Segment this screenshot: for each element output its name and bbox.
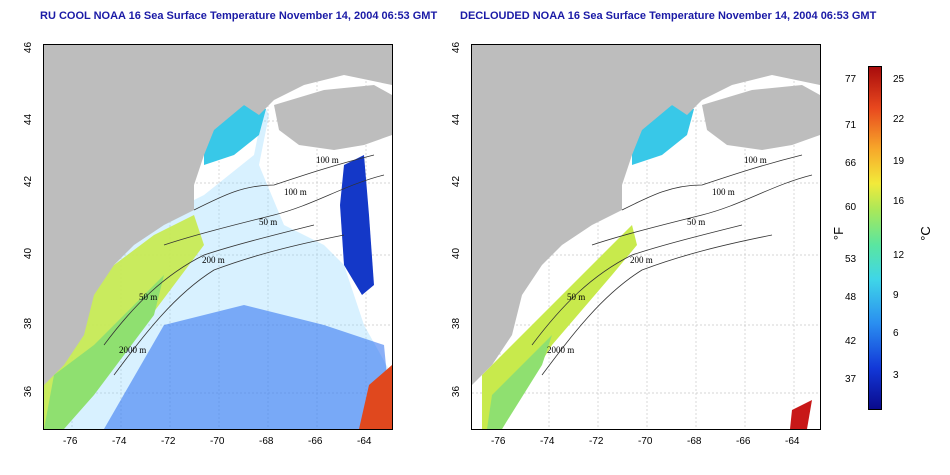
left-map-title: RU COOL NOAA 16 Sea Surface Temperature … bbox=[40, 10, 438, 22]
celsius-tick-label: 9 bbox=[893, 290, 899, 301]
celsius-tick-label: 16 bbox=[893, 196, 905, 207]
contour-label: 100 m bbox=[744, 155, 767, 165]
latitude-tick-label: 40 bbox=[451, 247, 463, 260]
contour-label: 50 m bbox=[567, 292, 585, 302]
celsius-tick-label: 22 bbox=[893, 114, 905, 125]
longitude-tick-label: -68 bbox=[259, 436, 274, 447]
latitude-tick-label: 40 bbox=[23, 247, 35, 260]
celsius-tick-label: 12 bbox=[893, 250, 905, 261]
latitude-tick-label: 46 bbox=[451, 41, 463, 54]
latitude-tick-label: 42 bbox=[451, 175, 463, 188]
fahrenheit-tick-label: 53 bbox=[845, 254, 857, 265]
celsius-unit-label: °C bbox=[917, 226, 933, 241]
fahrenheit-tick-label: 48 bbox=[845, 292, 857, 303]
celsius-tick-label: 25 bbox=[893, 74, 905, 85]
latitude-tick-label: 38 bbox=[451, 317, 463, 330]
celsius-tick-label: 6 bbox=[893, 328, 899, 339]
contour-label: 2000 m bbox=[119, 345, 146, 355]
fahrenheit-tick-label: 77 bbox=[845, 74, 857, 85]
longitude-tick-label: -68 bbox=[687, 436, 702, 447]
contour-label: 50 m bbox=[259, 217, 277, 227]
fahrenheit-unit-label: °F bbox=[831, 226, 847, 241]
latitude-tick-label: 36 bbox=[451, 385, 463, 398]
temperature-colorbar bbox=[868, 66, 882, 410]
longitude-tick-label: -64 bbox=[785, 436, 800, 447]
longitude-tick-label: -72 bbox=[161, 436, 176, 447]
longitude-tick-label: -66 bbox=[736, 436, 751, 447]
fahrenheit-tick-label: 60 bbox=[845, 202, 857, 213]
contour-label: 50 m bbox=[687, 217, 705, 227]
right-map-title: DECLOUDED NOAA 16 Sea Surface Temperatur… bbox=[460, 10, 877, 22]
fahrenheit-tick-label: 66 bbox=[845, 158, 857, 169]
contour-label: 50 m bbox=[139, 292, 157, 302]
latitude-tick-label: 42 bbox=[23, 175, 35, 188]
celsius-tick-label: 3 bbox=[893, 370, 899, 381]
celsius-tick-label: 19 bbox=[893, 156, 905, 167]
longitude-tick-label: -74 bbox=[540, 436, 555, 447]
longitude-tick-label: -66 bbox=[308, 436, 323, 447]
longitude-tick-label: -70 bbox=[638, 436, 653, 447]
latitude-tick-label: 38 bbox=[23, 317, 35, 330]
map-raw-canvas: 100 m 100 m 50 m 200 m 50 m 2000 m bbox=[44, 45, 392, 429]
contour-label: 100 m bbox=[284, 187, 307, 197]
latitude-tick-label: 44 bbox=[451, 113, 463, 126]
fahrenheit-tick-label: 37 bbox=[845, 374, 857, 385]
longitude-tick-label: -74 bbox=[112, 436, 127, 447]
contour-label: 100 m bbox=[712, 187, 735, 197]
latitude-tick-label: 46 bbox=[23, 41, 35, 54]
longitude-tick-label: -76 bbox=[491, 436, 506, 447]
longitude-tick-label: -64 bbox=[357, 436, 372, 447]
contour-label: 2000 m bbox=[547, 345, 574, 355]
sst-map-raw: 100 m 100 m 50 m 200 m 50 m 2000 m bbox=[43, 44, 393, 430]
latitude-tick-label: 36 bbox=[23, 385, 35, 398]
sst-map-declouded: 100 m 100 m 50 m 200 m 50 m 2000 m bbox=[471, 44, 821, 430]
longitude-tick-label: -72 bbox=[589, 436, 604, 447]
contour-label: 200 m bbox=[202, 255, 225, 265]
longitude-tick-label: -76 bbox=[63, 436, 78, 447]
contour-label: 100 m bbox=[316, 155, 339, 165]
fahrenheit-tick-label: 42 bbox=[845, 336, 857, 347]
longitude-tick-label: -70 bbox=[210, 436, 225, 447]
latitude-tick-label: 44 bbox=[23, 113, 35, 126]
map-declouded-canvas: 100 m 100 m 50 m 200 m 50 m 2000 m bbox=[472, 45, 820, 429]
fahrenheit-tick-label: 71 bbox=[845, 120, 857, 131]
contour-label: 200 m bbox=[630, 255, 653, 265]
